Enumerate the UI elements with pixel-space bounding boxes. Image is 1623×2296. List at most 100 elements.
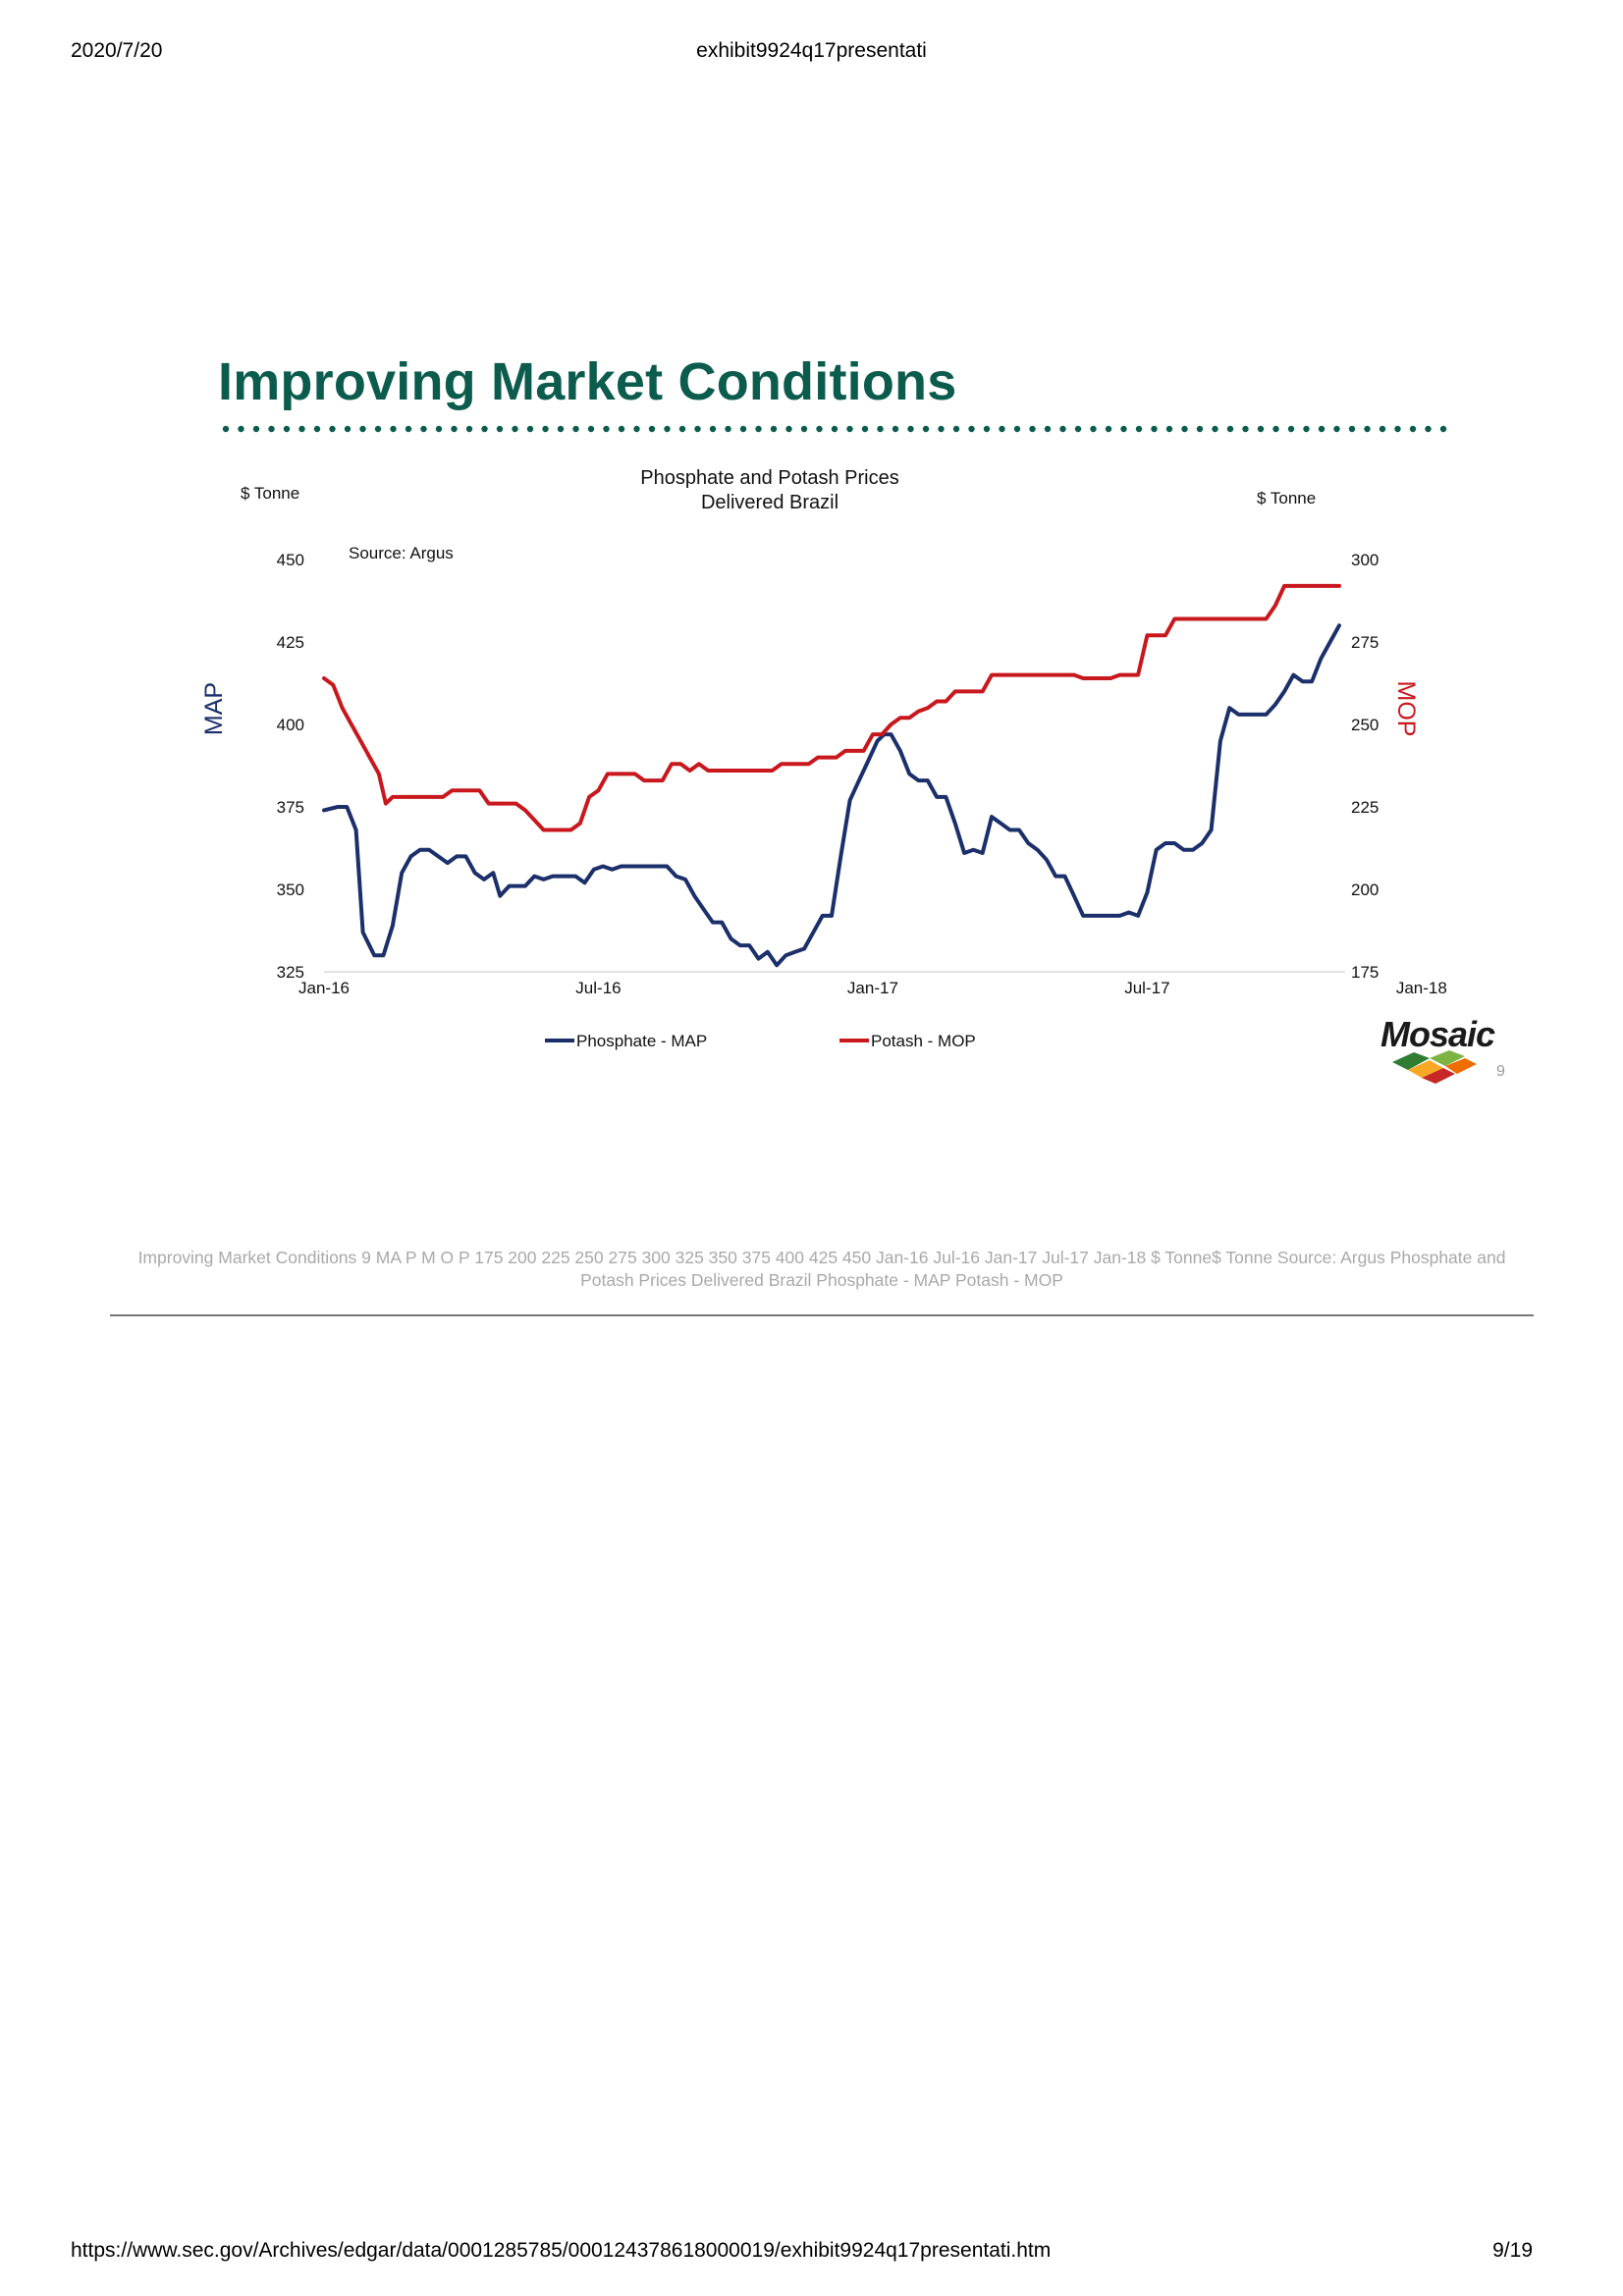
title-rule-dot: [694, 425, 701, 433]
chart-title: Phosphate and Potash Prices: [640, 467, 899, 489]
x-axis-ticks: Jan-16 Jul-16 Jan-17 Jul-17 Jan-18: [298, 979, 1447, 997]
title-dotted-rule: [222, 425, 1447, 433]
title-rule-dot: [922, 425, 930, 433]
title-rule-dot: [938, 425, 945, 433]
title-rule-dot: [1257, 425, 1265, 433]
title-rule-dot: [1272, 425, 1279, 433]
title-rule-dot: [512, 425, 518, 433]
title-rule-dot: [374, 425, 382, 433]
title-rule-dot: [892, 425, 899, 433]
title-rule-dot: [983, 425, 991, 433]
title-rule-dot: [1439, 425, 1447, 433]
title-rule-dot: [526, 425, 534, 433]
title-rule-dot: [1226, 425, 1234, 433]
left-tick-label: 425: [277, 633, 304, 652]
x-tick-label: Jan-16: [298, 979, 350, 997]
title-rule-dot: [618, 425, 625, 433]
chart-legend: Phosphate - MAP Potash - MOP: [545, 1032, 976, 1050]
left-unit-label: $ Tonne: [241, 484, 299, 503]
legend-label: Potash - MOP: [871, 1032, 976, 1050]
price-chart: Phosphate and Potash Prices Delivered Br…: [200, 425, 1477, 1084]
title-rule-dot: [298, 425, 305, 433]
title-rule-dot: [390, 425, 397, 433]
title-rule-dot: [252, 425, 260, 433]
title-rule-dot: [1333, 425, 1340, 433]
title-rule-dot: [603, 425, 610, 433]
title-rule-dot: [465, 425, 473, 433]
title-rule-dot: [1151, 425, 1158, 433]
right-axis-title: MOP: [1392, 681, 1420, 737]
slide-title: Improving Market Conditions: [218, 352, 957, 411]
source-note: Source: Argus: [349, 544, 454, 562]
title-rule-dot: [222, 425, 230, 433]
right-tick-label: 300: [1351, 551, 1379, 569]
title-rule-dot: [542, 425, 549, 433]
title-rule-dot: [1181, 425, 1188, 433]
title-rule-dot: [1013, 425, 1021, 433]
title-rule-dot: [952, 425, 960, 433]
title-rule-dot: [968, 425, 975, 433]
right-tick-label: 225: [1351, 798, 1379, 817]
title-rule-dot: [435, 425, 443, 433]
title-rule-dot: [648, 425, 656, 433]
title-rule-dot: [1364, 425, 1371, 433]
title-rule-dot: [496, 425, 504, 433]
title-rule-dot: [344, 425, 352, 433]
title-rule-dot: [1287, 425, 1295, 433]
left-axis-ticks: 325 350 375 400 425 450: [277, 551, 304, 982]
logo-wordmark: Mosaic: [1380, 1014, 1495, 1054]
right-unit-label: $ Tonne: [1257, 489, 1316, 507]
left-tick-label: 375: [277, 798, 304, 817]
title-rule-dot: [877, 425, 884, 433]
title-rule-dot: [557, 425, 565, 433]
title-rule-dot: [451, 425, 458, 433]
title-rule-dot: [861, 425, 869, 433]
title-rule-dot: [1059, 425, 1066, 433]
title-rule-dot: [1212, 425, 1218, 433]
title-rule-dot: [846, 425, 853, 433]
title-rule-dot: [755, 425, 762, 433]
title-rule-dot: [816, 425, 823, 433]
x-tick-label: Jan-18: [1396, 979, 1447, 997]
right-tick-label: 200: [1351, 881, 1379, 899]
print-document-title: exhibit9924q17presentati: [696, 39, 927, 62]
right-axis-ticks: 175 200 225 250 275 300: [1351, 551, 1379, 982]
x-tick-label: Jul-17: [1124, 979, 1169, 997]
title-rule-dot: [678, 425, 686, 433]
title-rule-dot: [725, 425, 731, 433]
print-page-count: 9/19: [1492, 2239, 1533, 2262]
right-tick-label: 250: [1351, 716, 1379, 734]
mosaic-logo-mark: [1392, 1050, 1477, 1084]
title-rule-dot: [1425, 425, 1432, 433]
title-rule-dot: [1044, 425, 1052, 433]
title-rule-dot: [1348, 425, 1356, 433]
title-rule-dot: [831, 425, 839, 433]
image-alt-text: Improving Market Conditions 9 MA P M O P…: [137, 1248, 1506, 1290]
left-tick-label: 400: [277, 716, 304, 734]
title-rule-dot: [572, 425, 579, 433]
title-rule-dot: [359, 425, 366, 433]
title-rule-dot: [1303, 425, 1310, 433]
left-tick-label: 350: [277, 881, 304, 899]
title-rule-dot: [268, 425, 275, 433]
title-rule-dot: [313, 425, 321, 433]
phosphate-map-line: [322, 623, 1341, 968]
title-rule-dot: [420, 425, 427, 433]
title-rule-dot: [1394, 425, 1401, 433]
title-rule-dot: [1074, 425, 1082, 433]
title-rule-dot: [1120, 425, 1127, 433]
chart-subtitle: Delivered Brazil: [701, 492, 839, 513]
title-rule-dot: [709, 425, 717, 433]
title-rule-dot: [1165, 425, 1173, 433]
slide-number: 9: [1496, 1063, 1505, 1080]
title-rule-dot: [800, 425, 808, 433]
title-rule-dot: [633, 425, 640, 433]
series-lines: [322, 583, 1341, 968]
divider: [110, 1314, 1534, 1316]
title-rule-dot: [785, 425, 792, 433]
title-rule-dot: [1409, 425, 1417, 433]
left-axis-title: MAP: [200, 682, 228, 735]
mosaic-logo: Mosaic: [1375, 1014, 1532, 1083]
title-rule-dot: [405, 425, 412, 433]
legend-label: Phosphate - MAP: [576, 1032, 707, 1050]
